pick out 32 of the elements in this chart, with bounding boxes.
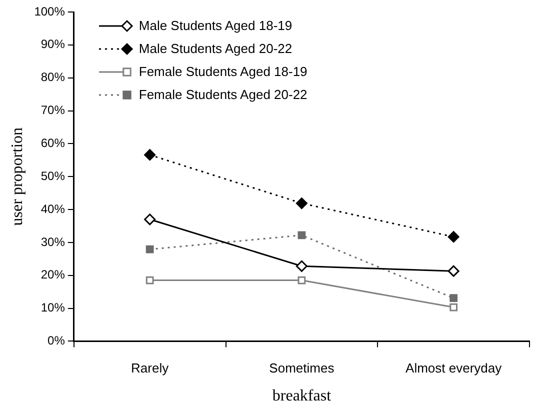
point bbox=[448, 231, 460, 243]
point bbox=[450, 303, 458, 312]
y-tick-label: 30% bbox=[40, 234, 66, 249]
point bbox=[296, 260, 308, 272]
point bbox=[296, 198, 308, 210]
point bbox=[298, 231, 306, 240]
y-tick-label: 60% bbox=[40, 136, 66, 150]
point bbox=[298, 276, 306, 284]
y-tick-label: 50% bbox=[40, 168, 66, 183]
point bbox=[450, 294, 458, 302]
y-tick-label: 100% bbox=[34, 4, 66, 18]
point bbox=[146, 245, 154, 254]
y-tick-label: 0% bbox=[48, 334, 66, 348]
x-tick-label: Rarely bbox=[131, 360, 170, 376]
y-tick-label: 20% bbox=[40, 268, 66, 282]
point bbox=[144, 149, 156, 161]
x-tick-label: Sometimes bbox=[269, 360, 335, 376]
x-axis-title: breakfast bbox=[272, 388, 332, 405]
point bbox=[144, 214, 156, 226]
y-tick-label: 40% bbox=[40, 202, 66, 216]
y-tick-label: 10% bbox=[40, 300, 66, 315]
legend-label: Female Students Aged 20-22 bbox=[138, 87, 308, 102]
legend-label: Male Students Aged 18-19 bbox=[138, 18, 292, 33]
y-axis-title: user proportion bbox=[8, 128, 26, 226]
point bbox=[448, 265, 460, 277]
legend-label: Female Students Aged 18-19 bbox=[138, 64, 308, 79]
legend-label: Male Students Aged 20-22 bbox=[138, 41, 292, 56]
x-tick-label: Almost everyday bbox=[406, 360, 502, 376]
y-tick-label: 70% bbox=[40, 103, 66, 118]
y-tick-label: 90% bbox=[40, 37, 66, 52]
y-tick-label: 80% bbox=[40, 70, 66, 84]
point bbox=[146, 276, 154, 284]
